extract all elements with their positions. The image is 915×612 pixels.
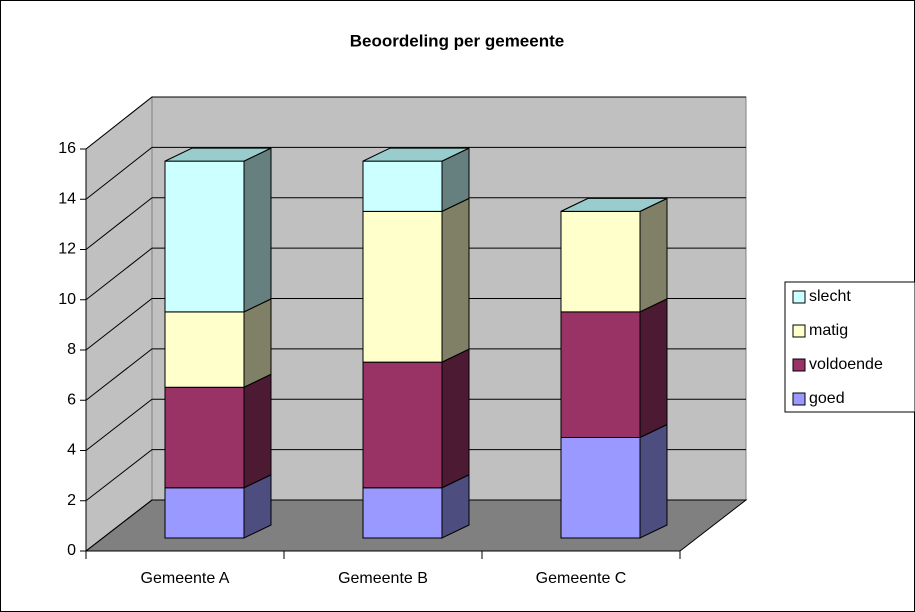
bar-top xyxy=(362,147,470,162)
grid-line xyxy=(85,398,746,451)
bar-segment xyxy=(362,147,470,213)
bar-side xyxy=(441,197,470,363)
bar-front xyxy=(164,160,245,313)
legend-label: slecht xyxy=(809,288,851,305)
grid-line xyxy=(85,499,746,552)
bar-side xyxy=(441,348,470,489)
legend-label: voldoende xyxy=(809,356,883,373)
bar-segment xyxy=(560,197,668,313)
bar-segment xyxy=(164,473,272,539)
legend-box xyxy=(784,281,915,413)
x-tick-label: Gemeente B xyxy=(338,570,428,587)
bar-front xyxy=(362,361,443,489)
y-tick-label: 8 xyxy=(67,341,76,358)
grid-line xyxy=(85,96,746,150)
bar-segment xyxy=(560,298,668,439)
x-tick-label: Gemeente A xyxy=(141,570,230,587)
y-tick-label: 6 xyxy=(67,391,76,408)
bar-segment xyxy=(362,348,470,489)
bar-side xyxy=(243,373,272,489)
bar-side xyxy=(639,298,668,439)
y-tick-label: 0 xyxy=(67,542,76,559)
bar-side xyxy=(243,298,272,389)
bar-front xyxy=(164,386,245,489)
grid-line xyxy=(85,449,746,502)
legend: slecht matig voldoende goed xyxy=(784,281,915,413)
legend-swatch xyxy=(792,358,806,372)
grid-line xyxy=(85,348,746,401)
bar-front xyxy=(362,487,443,539)
bar-front xyxy=(164,487,245,539)
legend-swatch xyxy=(792,290,806,304)
grid-line xyxy=(85,146,746,200)
bar-front xyxy=(164,311,245,388)
bar-segment xyxy=(164,373,272,489)
y-tick-label: 2 xyxy=(67,492,76,509)
bar-side xyxy=(639,423,668,539)
legend-label: matig xyxy=(809,322,848,339)
bar-segment xyxy=(560,197,668,212)
bar-segment xyxy=(164,147,272,313)
legend-label: goed xyxy=(809,390,845,407)
chart-title: Beoordeling per gemeente xyxy=(350,31,564,50)
grid-line xyxy=(85,247,746,301)
y-tick-label: 14 xyxy=(58,190,76,207)
grid-line xyxy=(85,298,746,351)
y-tick-label: 4 xyxy=(67,442,76,459)
bar-segment xyxy=(560,423,668,539)
legend-swatch xyxy=(792,324,806,338)
bar-front xyxy=(560,311,641,438)
bar-front xyxy=(362,160,443,212)
bar-front xyxy=(560,437,641,539)
bar-front xyxy=(560,210,641,313)
y-tick-label: 12 xyxy=(58,241,76,258)
x-tick-label: Gemeente C xyxy=(536,570,627,587)
grid-line xyxy=(85,197,746,250)
bar-top xyxy=(560,197,668,212)
legend-swatch xyxy=(792,392,806,406)
bar-side xyxy=(639,197,668,313)
y-tick-label: 16 xyxy=(58,140,76,157)
bar-side xyxy=(243,147,272,313)
bar-front xyxy=(362,210,443,363)
y-tick-label: 10 xyxy=(58,291,76,308)
bar-top xyxy=(164,147,272,162)
bar-segment xyxy=(362,197,470,363)
